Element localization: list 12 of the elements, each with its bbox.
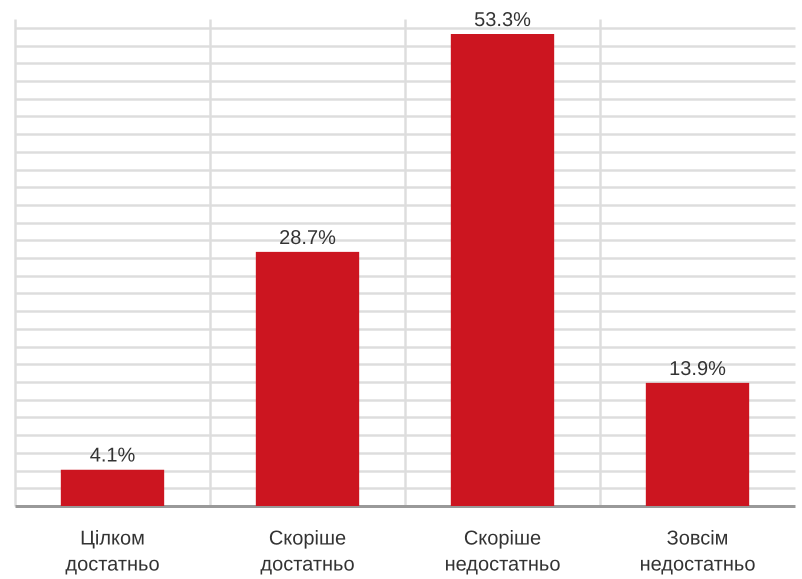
x-tick-label: Скоріше недостатньо: [444, 528, 560, 576]
bar: [450, 34, 554, 506]
x-tick-label: Скоріше достатньо: [260, 528, 355, 576]
bar: [646, 382, 750, 506]
data-label: 53.3%: [474, 9, 532, 32]
data-label: 13.9%: [669, 358, 726, 380]
data-label: 4.1%: [90, 444, 136, 467]
x-tick-label: Зовсім недостатньо: [640, 528, 756, 576]
x-tick-label: Цілком достатньо: [65, 528, 160, 576]
data-label: 28.7%: [279, 226, 336, 249]
bar: [256, 252, 360, 506]
bar: [60, 470, 164, 506]
